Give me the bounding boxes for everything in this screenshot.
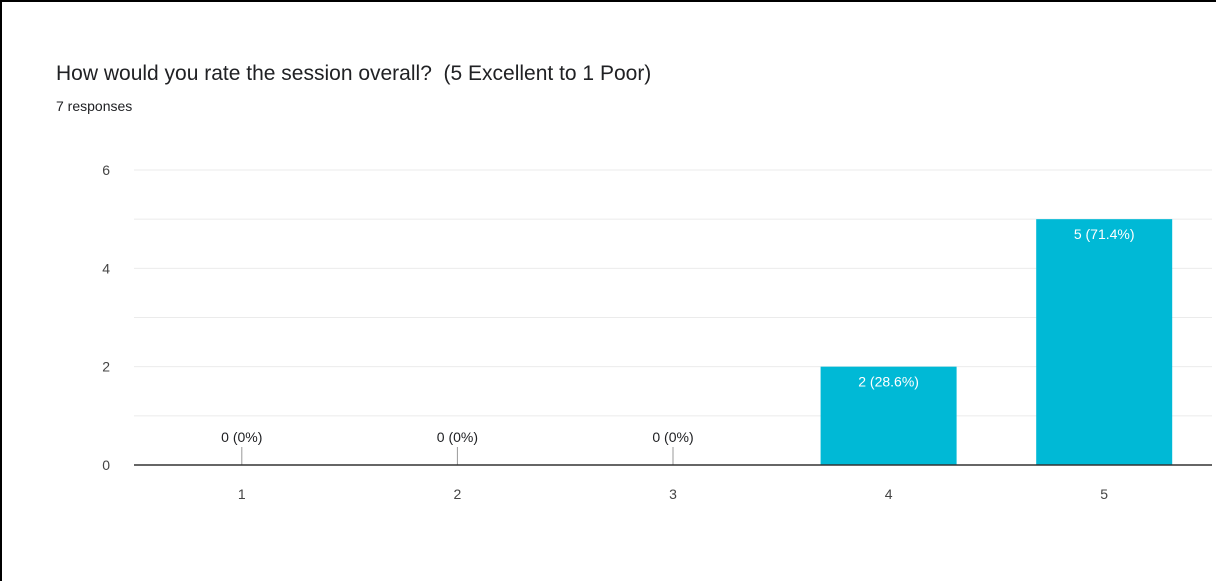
y-tick-label: 0 bbox=[102, 457, 110, 473]
y-tick-label: 6 bbox=[102, 162, 110, 178]
x-tick-label: 2 bbox=[454, 486, 462, 502]
labels: 0 2 4 6 1 0 (0%) 2 0 (0%) 3 0 (0%) 4 2 (28.6%) 5 5 (7… bbox=[102, 162, 1134, 502]
bars bbox=[241, 219, 1173, 465]
x-tick-label: 4 bbox=[885, 486, 893, 502]
question-title: How would you rate the session overall? … bbox=[56, 62, 652, 85]
data-label: 0 (0%) bbox=[221, 429, 262, 445]
data-label: 0 (0%) bbox=[652, 429, 693, 445]
data-label: 5 (71.4%) bbox=[1074, 226, 1135, 242]
x-tick-label: 3 bbox=[669, 486, 677, 502]
bar bbox=[820, 366, 957, 465]
gridlines bbox=[134, 169, 1212, 417]
bar bbox=[1036, 219, 1173, 465]
x-tick-label: 5 bbox=[1100, 486, 1108, 502]
data-label: 2 (28.6%) bbox=[858, 374, 919, 390]
response-count: 7 responses bbox=[56, 98, 133, 114]
y-tick-label: 2 bbox=[102, 359, 110, 375]
x-tick-label: 1 bbox=[238, 486, 246, 502]
data-label: 0 (0%) bbox=[437, 429, 478, 445]
y-tick-label: 4 bbox=[102, 260, 110, 276]
